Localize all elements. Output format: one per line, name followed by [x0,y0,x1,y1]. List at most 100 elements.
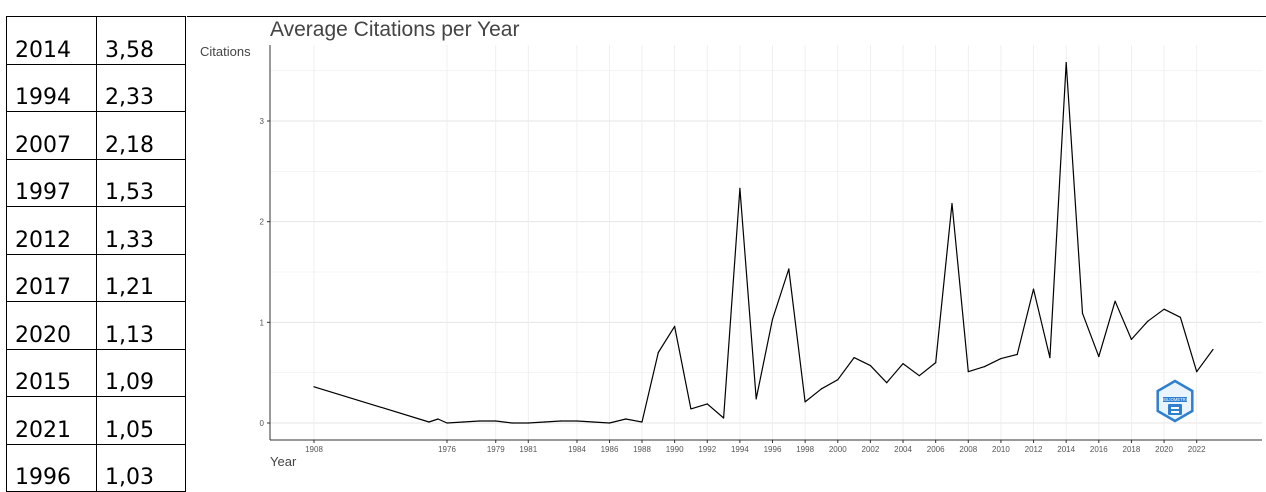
x-tick-label: 1979 [487,445,505,454]
table-cell-value: 1,03 [96,443,186,492]
data-point [608,422,611,424]
data-point [674,325,676,327]
x-axis-label: Year [270,454,297,469]
table-row: 2014 3,58 [6,16,186,65]
table-row: 2020 1,13 [6,301,186,350]
table-row: 1996 1,03 [6,443,186,492]
data-point [1114,300,1116,302]
table-cell-value: 1,13 [96,301,186,350]
data-point [886,382,888,384]
data-point [478,420,481,422]
data-point [1130,338,1133,341]
x-tick-label: 1992 [698,445,716,454]
axes [267,45,1262,443]
data-point [462,421,464,423]
chart-title: Average Citations per Year [270,18,519,41]
x-tick-label: 1990 [666,445,684,454]
grid-lines [270,45,1262,440]
data-point [641,421,643,423]
x-tick-label: 2018 [1123,445,1141,454]
table-cell-year: 2017 [6,253,97,302]
data-point [313,386,315,388]
x-tick-label: 2002 [862,445,880,454]
data-point [428,421,430,423]
y-tick-label: 1 [260,318,265,327]
data-point [543,421,546,423]
data-point [657,351,659,354]
data-point [853,356,855,359]
table-row: 2012 1,33 [6,206,186,255]
x-tick-label: 1981 [519,445,537,454]
data-point [722,417,725,419]
data-point [495,420,497,422]
data-point [1098,355,1100,358]
data-point [706,403,708,405]
y-tick-label: 0 [260,419,265,428]
data-point [1196,371,1198,373]
x-tick-label: 2020 [1155,445,1173,454]
x-tick-label: 2016 [1090,445,1108,454]
table-cell-value: 1,33 [96,206,186,255]
data-point [804,401,806,403]
table-body: 2014 3,58 1994 2,33 2007 2,18 1997 1,53 2012 1,33… [6,16,186,492]
data-point [984,366,986,368]
x-tick-label: 1988 [633,445,651,454]
table-cell-year: 2014 [6,16,97,65]
data-point [967,371,969,373]
data-point [1147,320,1149,322]
data-point [1065,62,1067,64]
data-point [560,420,562,422]
x-tick-label: 2004 [894,445,912,454]
data-point [1212,348,1214,351]
ranking-table: 2014 3,58 1994 2,33 2007 2,18 1997 1,53 2012 1,33… [6,16,186,492]
x-tick-label: 1998 [796,445,814,454]
data-point [869,365,872,367]
table-row: 2007 2,18 [6,111,186,160]
x-tick-label: 2014 [1057,445,1075,454]
data-point [788,268,790,270]
data-point [1032,288,1035,290]
x-tick-label: 2006 [927,445,945,454]
y-tick-label: 2 [260,218,265,227]
data-point [511,422,513,424]
table-cell-value: 3,58 [96,16,186,65]
data-point [739,187,741,190]
data-point [918,375,920,377]
data-point [527,422,529,424]
data-point [1000,357,1002,360]
data-point [755,398,757,400]
data-point [592,421,594,423]
tick-labels: 0 1 2 3 1908 1976 1979 1981 1984 1986 1988 1990 1992… [260,117,1207,454]
x-tick-label: 2010 [992,445,1010,454]
table-cell-year: 2012 [6,206,97,255]
series-line [313,61,1214,424]
top-border-line [187,16,1266,17]
data-point [1016,353,1018,356]
table-cell-year: 1994 [6,63,97,112]
table-cell-year: 2021 [6,396,97,445]
x-tick-label: 2008 [959,445,977,454]
data-point [935,362,937,364]
bibliometrix-hexagon-logo: BIBLIOMETRIX [1156,379,1194,423]
data-point [1179,316,1181,318]
x-tick-label: 1994 [731,445,749,454]
table-row: 2021 1,05 [6,396,186,445]
data-point [1081,312,1084,314]
data-point [625,418,627,420]
data-point [771,318,774,320]
data-point [1163,308,1165,310]
x-tick-label: 1984 [568,445,586,454]
y-axis-label: Citations [200,44,251,59]
table-cell-value: 1,09 [96,348,186,397]
x-tick-label: 2012 [1025,445,1043,454]
y-tick-label: 3 [260,117,265,126]
data-point [1049,356,1051,359]
x-tick-label: 1986 [601,445,619,454]
table-cell-year: 2007 [6,111,97,160]
data-point [437,418,439,420]
data-point [837,379,839,381]
data-point [690,408,692,410]
table-row: 2017 1,21 [6,253,186,302]
x-tick-label: 1996 [764,445,782,454]
